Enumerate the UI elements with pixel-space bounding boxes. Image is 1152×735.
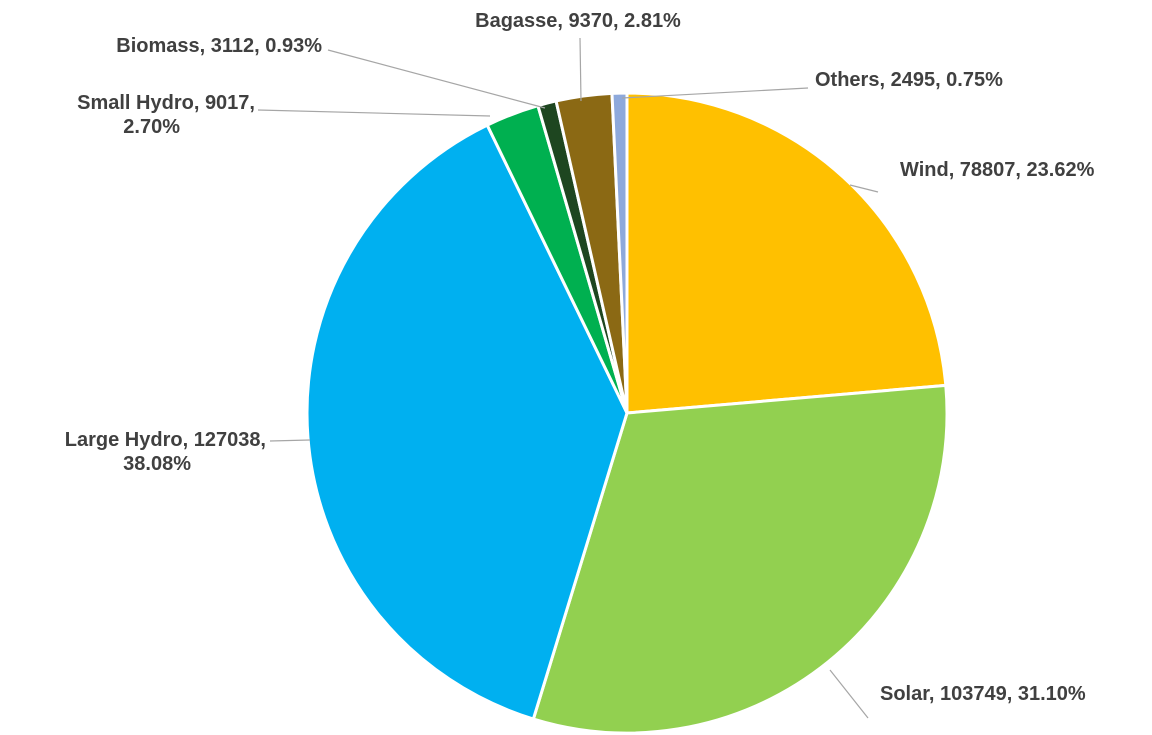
pie-slice-others	[610, 91, 629, 414]
data-label-others: Others, 2495, 0.75%	[815, 69, 1003, 91]
data-label-bagasse: Bagasse, 9370, 2.81%	[475, 10, 681, 32]
pie-slice-large-hydro	[305, 123, 629, 721]
data-labels: Wind, 78807, 23.62% Solar, 103749, 31.10%…	[65, 10, 1095, 705]
pie-slice-solar	[531, 383, 949, 735]
data-label-small-hydro: Small Hydro, 9017, 2.70%	[77, 92, 255, 138]
data-label-solar: Solar, 103749, 31.10%	[880, 683, 1086, 705]
data-label-large-hydro: Large Hydro, 127038, 38.08%	[65, 429, 266, 475]
data-label-biomass: Biomass, 3112, 0.93%	[116, 35, 322, 57]
leader-line-wind	[849, 184, 879, 193]
leader-line-biomass	[327, 49, 546, 109]
leader-lines	[257, 37, 879, 719]
data-label-wind: Wind, 78807, 23.62%	[900, 159, 1095, 181]
leader-line-large-hydro	[269, 439, 311, 442]
leader-line-others	[621, 87, 809, 99]
pie-slices	[305, 91, 949, 735]
leader-line-small-hydro	[257, 109, 491, 117]
leader-line-solar	[829, 669, 869, 719]
leader-line-bagasse	[579, 37, 582, 102]
pie-slice-wind	[625, 91, 948, 415]
